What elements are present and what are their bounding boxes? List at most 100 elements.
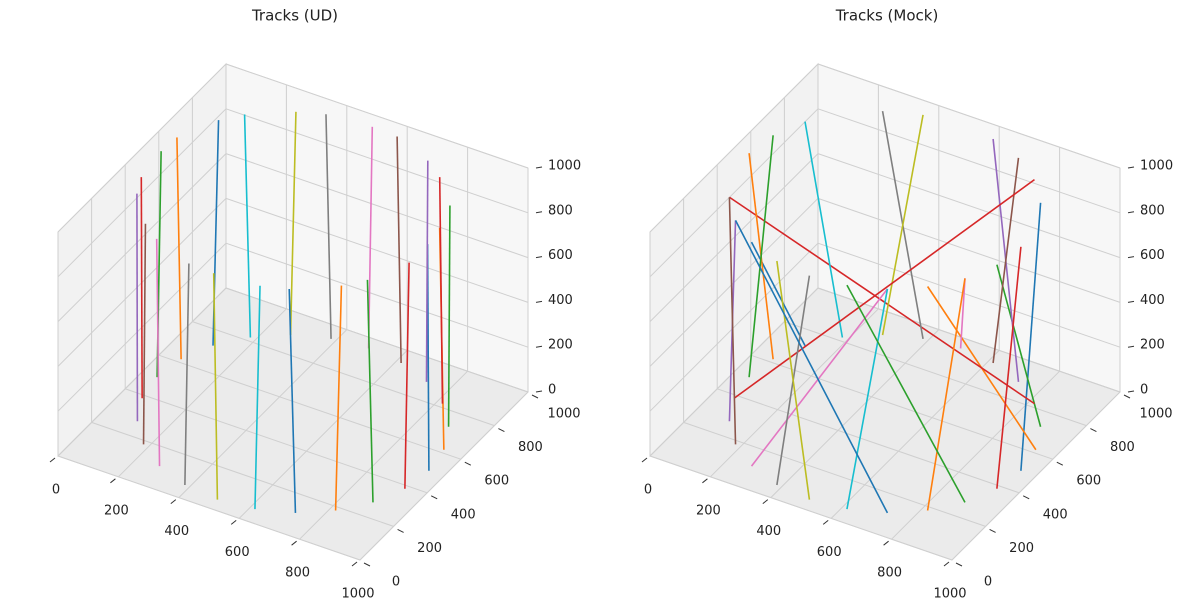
grid-line [57,455,361,561]
grid-line [817,108,1121,214]
grid-line [683,421,986,527]
track [438,177,444,404]
y-tick-label: 600 [484,474,509,489]
x-tick-label: 0 [52,483,60,498]
tick-mark [464,461,472,466]
track [881,114,924,336]
tick-mark [170,499,177,504]
track [996,264,1042,427]
track [959,278,966,349]
chart-title: Tracks (Mock) [835,7,939,25]
track [748,135,774,378]
z-tick-label: 400 [1140,293,1165,308]
track [846,288,889,510]
track [288,289,297,513]
grid-line [750,354,1053,460]
tick-mark [351,561,358,567]
tick-mark [1127,211,1135,214]
y-tick-label: 600 [1076,474,1101,489]
z-tick-label: 200 [1140,338,1165,353]
grid-line [178,329,348,498]
grid-line [225,108,529,214]
track [212,273,219,500]
grid-line [299,370,468,540]
tick-mark [1127,256,1135,259]
tick-mark [535,345,543,348]
x-tick-label: 200 [696,503,721,518]
tick-mark [883,540,889,546]
grid-line [817,287,1121,393]
track [734,219,889,514]
track [254,285,261,510]
tick-mark [535,390,543,393]
z-tick-label: 0 [548,383,556,398]
x-tick-label: 800 [877,566,902,581]
x-tick-label: 0 [644,483,652,498]
grid-line [125,388,428,494]
tick-mark [943,561,950,567]
tick-mark [1127,345,1135,348]
track [155,238,161,467]
tick-mark [535,211,543,214]
track [728,197,737,445]
grid-line [817,242,1121,348]
track [334,285,343,511]
track [140,177,143,399]
grid-line [225,197,529,303]
chart-title: Tracks (UD) [251,7,338,25]
track [425,160,429,382]
tick-mark [430,495,438,500]
track [136,193,139,422]
grid-line [649,108,819,278]
axes-3d: Tracks (UD) 0 200 400 600 800 1000 0 200 400 600 80… [49,7,581,602]
track [804,121,844,338]
tick-mark [1127,166,1135,169]
tick-mark [230,520,237,525]
x-tick-label: 400 [756,524,781,539]
track [396,136,402,363]
x-tick-label: 600 [225,545,250,560]
z-tick-label: 800 [1140,203,1165,218]
z-tick-label: 200 [548,338,573,353]
x-tick-label: 400 [164,524,189,539]
grid-line [717,388,1020,494]
y-tick-label: 200 [417,541,442,556]
track [926,278,966,511]
tick-mark [531,394,539,399]
grid-line [649,63,819,233]
grid-line [359,391,529,561]
grid-line [770,329,940,498]
z-tick-label: 800 [548,203,573,218]
z-tick-label: 400 [548,293,573,308]
track [728,196,1035,405]
tick-mark [498,428,505,433]
tick-mark [762,499,769,504]
tick-mark [291,540,297,546]
track [447,205,451,427]
tick-mark [955,562,963,567]
grid-line [225,63,529,169]
track [404,262,410,489]
tick-mark [535,300,543,303]
grid-line [649,242,819,412]
grid-line [192,321,495,427]
y-tick-label: 200 [1009,541,1034,556]
y-tick-label: 0 [984,575,992,590]
tick-mark [49,457,56,463]
tick-mark [535,166,543,169]
tick-mark [1056,461,1064,466]
tick-mark [1123,394,1131,399]
x-tick-label: 600 [817,545,842,560]
tick-mark [110,478,116,484]
tick-mark [363,562,371,567]
grid-line [817,63,1121,169]
tick-mark [641,457,648,463]
x-tick-label: 1000 [341,587,374,602]
y-tick-label: 800 [518,440,543,455]
track [992,157,1020,364]
grid-line [649,455,953,561]
track [325,114,332,339]
y-tick-label: 400 [1043,507,1068,522]
track [996,246,1022,489]
